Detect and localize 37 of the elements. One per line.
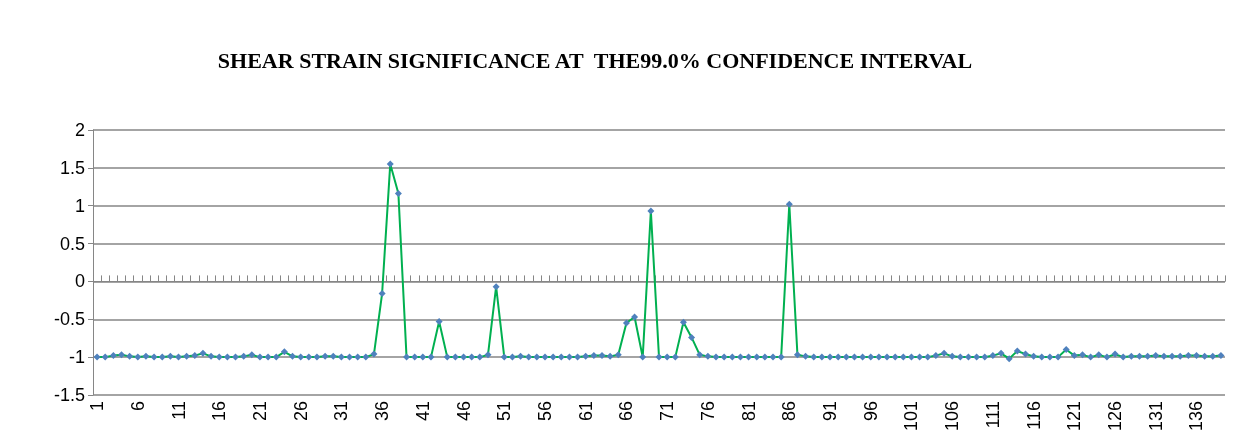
x-tick-label: 66 bbox=[616, 400, 637, 421]
chart-title: SHEAR STRAIN SIGNIFICANCE AT THE99.0% CONFIDENCE INTERVAL bbox=[217, 47, 973, 73]
x-tick-label: 56 bbox=[534, 400, 555, 421]
y-tick-label: -1 bbox=[68, 347, 85, 368]
x-tick-label: 76 bbox=[697, 400, 718, 421]
x-tick-label: 16 bbox=[209, 400, 230, 421]
x-tick-label: 131 bbox=[1145, 400, 1166, 432]
x-tick-label: 81 bbox=[738, 400, 759, 421]
x-tick-label: 121 bbox=[1064, 400, 1085, 432]
x-tick-label: 21 bbox=[249, 400, 270, 421]
x-tick-label: 71 bbox=[657, 400, 678, 421]
x-tick-label: 26 bbox=[290, 400, 311, 421]
y-tick-label: 2 bbox=[74, 120, 85, 140]
x-tick-label: 111 bbox=[982, 400, 1003, 429]
x-tick-label: 51 bbox=[494, 400, 515, 421]
x-tick-label: 86 bbox=[779, 400, 800, 421]
x-tick-label: 11 bbox=[168, 400, 189, 420]
y-tick-label: -0.5 bbox=[53, 309, 85, 330]
x-tick-label: 31 bbox=[331, 400, 352, 421]
x-tick-label: 126 bbox=[1105, 400, 1126, 432]
x-tick-label: 91 bbox=[820, 400, 841, 421]
x-tick-label: 61 bbox=[575, 400, 596, 421]
x-tick-label: 6 bbox=[127, 400, 148, 411]
y-tick-label: -1.5 bbox=[53, 384, 85, 405]
y-tick-label: 0.5 bbox=[59, 233, 85, 254]
x-tick-label: 101 bbox=[901, 400, 922, 432]
x-tick-label: 36 bbox=[372, 400, 393, 421]
x-tick-label: 1 bbox=[87, 400, 108, 411]
x-tick-label: 116 bbox=[1023, 400, 1044, 430]
x-tick-label: 46 bbox=[453, 400, 474, 421]
x-tick-label: 136 bbox=[1186, 400, 1207, 432]
x-tick-label: 96 bbox=[860, 400, 881, 421]
y-tick-label: 0 bbox=[74, 271, 85, 292]
x-tick-label: 106 bbox=[942, 400, 963, 432]
x-tick-label: 41 bbox=[412, 400, 433, 421]
y-tick-label: 1 bbox=[74, 195, 85, 216]
y-tick-label: 1.5 bbox=[59, 157, 85, 178]
